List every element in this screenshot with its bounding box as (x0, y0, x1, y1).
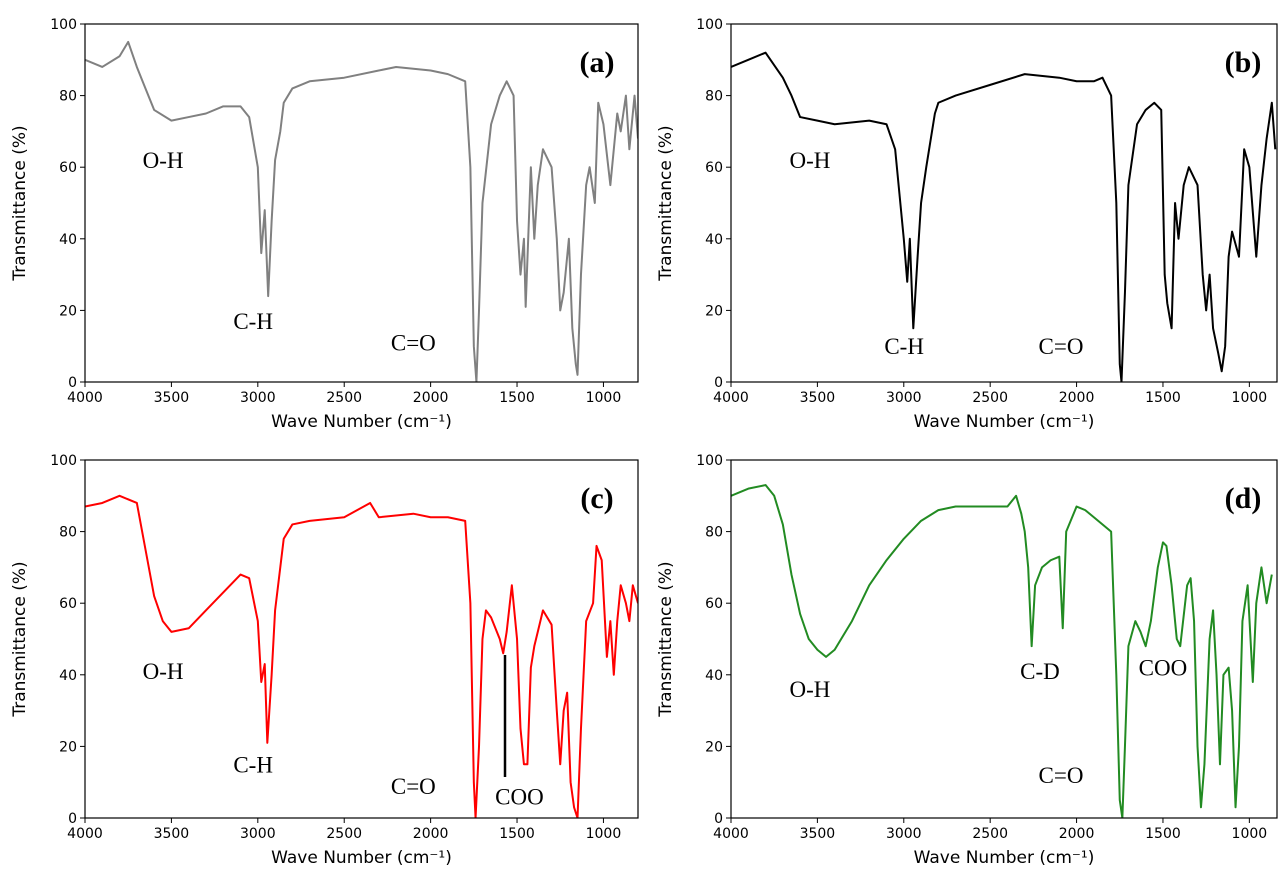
x-tick-label: 4000 (67, 826, 103, 842)
x-tick-label: 1000 (1232, 390, 1268, 406)
x-tick-label: 2000 (1059, 390, 1095, 406)
x-tick-label: 3000 (886, 390, 922, 406)
y-tick-label: 80 (59, 89, 77, 105)
x-tick-label: 2500 (326, 390, 362, 406)
y-tick-label: 60 (59, 596, 77, 612)
y-tick-label: 20 (705, 303, 723, 319)
panel-label: (a) (580, 46, 615, 79)
spectrum-line (731, 484, 1273, 818)
y-tick-label: 100 (696, 17, 723, 33)
y-tick-label: 100 (50, 17, 77, 33)
y-tick-label: 40 (705, 232, 723, 248)
y-axis-label: Transmittance (%) (10, 561, 30, 717)
annotation: C=O (1039, 763, 1084, 788)
y-tick-label: 80 (59, 525, 77, 541)
annotation: C-H (884, 334, 924, 359)
spectrum-line (731, 51, 1277, 382)
x-tick-label: 2500 (326, 826, 362, 842)
panel-label: (c) (580, 482, 613, 515)
y-tick-label: 60 (705, 596, 723, 612)
annotation: O-H (790, 677, 831, 702)
y-tick-label: 0 (68, 811, 77, 827)
x-tick-label: 1500 (1145, 826, 1181, 842)
annotation: O-H (790, 148, 831, 173)
panel-label: (b) (1225, 46, 1262, 79)
x-tick-label: 2000 (1059, 826, 1095, 842)
axes-frame (84, 459, 639, 819)
y-tick-label: 0 (714, 811, 723, 827)
y-tick-label: 0 (68, 375, 77, 391)
annotation: COO (1139, 656, 1188, 681)
y-tick-label: 40 (59, 668, 77, 684)
x-tick-label: 4000 (713, 390, 749, 406)
x-tick-label: 1500 (499, 826, 535, 842)
x-tick-label: 1500 (499, 390, 535, 406)
axes-frame (730, 459, 1278, 819)
x-tick-label: 2500 (972, 826, 1008, 842)
annotation: C-H (233, 309, 273, 334)
panel-label: (d) (1225, 482, 1262, 515)
y-tick-label: 20 (59, 303, 77, 319)
y-tick-label: 0 (714, 375, 723, 391)
y-axis-label: Transmittance (%) (656, 561, 676, 717)
x-tick-label: 3500 (800, 390, 836, 406)
x-tick-label: 2000 (413, 826, 449, 842)
x-tick-label: 3500 (154, 826, 190, 842)
y-tick-label: 60 (705, 160, 723, 176)
x-tick-label: 3500 (154, 390, 190, 406)
x-tick-label: 3000 (240, 826, 276, 842)
x-tick-label: 3500 (800, 826, 836, 842)
y-tick-label: 60 (59, 160, 77, 176)
x-tick-label: 1500 (1145, 390, 1181, 406)
x-tick-label: 3000 (240, 390, 276, 406)
y-tick-label: 80 (705, 89, 723, 105)
annotation: COO (495, 785, 544, 810)
y-axis-label: Transmittance (%) (10, 125, 30, 281)
x-axis-label: Wave Number (cm⁻¹) (271, 848, 452, 868)
y-tick-label: 100 (50, 453, 77, 469)
x-axis-label: Wave Number (cm⁻¹) (914, 848, 1095, 868)
annotation: C-H (233, 752, 273, 777)
x-tick-label: 4000 (713, 826, 749, 842)
annotation: C=O (1039, 334, 1084, 359)
y-tick-label: 100 (696, 453, 723, 469)
spectrum-line (85, 494, 638, 818)
x-tick-label: 2500 (972, 390, 1008, 406)
x-tick-label: 1000 (586, 826, 622, 842)
annotation: C=O (391, 331, 436, 356)
x-tick-label: 1000 (1232, 826, 1268, 842)
y-tick-label: 20 (59, 739, 77, 755)
annotation: O-H (143, 659, 184, 684)
y-tick-label: 80 (705, 525, 723, 541)
y-tick-label: 40 (59, 232, 77, 248)
y-tick-label: 20 (705, 739, 723, 755)
x-axis-label: Wave Number (cm⁻¹) (271, 412, 452, 432)
x-tick-label: 1000 (586, 390, 622, 406)
axes-frame (730, 23, 1278, 383)
annotation: C=O (391, 774, 436, 799)
axes-frame (84, 23, 639, 383)
y-tick-label: 40 (705, 668, 723, 684)
x-tick-label: 3000 (886, 826, 922, 842)
annotation: O-H (143, 148, 184, 173)
y-axis-label: Transmittance (%) (656, 125, 676, 281)
x-tick-label: 4000 (67, 390, 103, 406)
annotation: C-D (1020, 659, 1060, 684)
spectrum-line (85, 40, 638, 382)
x-tick-label: 2000 (413, 390, 449, 406)
x-axis-label: Wave Number (cm⁻¹) (914, 412, 1095, 432)
